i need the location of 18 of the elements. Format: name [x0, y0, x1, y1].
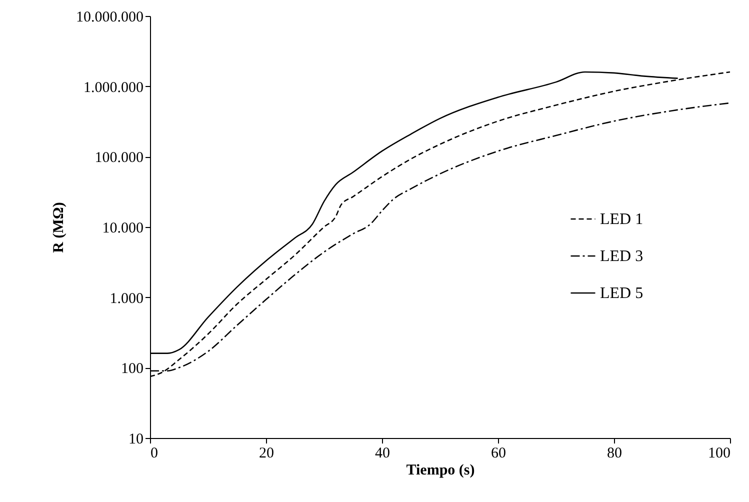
x-tick-label: 100 — [708, 446, 730, 462]
y-axis-title: R (MΩ) — [51, 202, 67, 253]
y-tick-label: 10.000 — [102, 220, 144, 236]
x-axis-title: Tiempo (s) — [406, 462, 475, 478]
y-tick-label: 10 — [128, 432, 144, 448]
x-tick-label: 0 — [150, 446, 158, 462]
legend-label: LED 5 — [600, 285, 644, 302]
x-tick-label: 80 — [607, 446, 622, 462]
legend-label: LED 1 — [600, 211, 644, 228]
x-tick-label: 60 — [491, 446, 506, 462]
y-tick-label: 1.000.000 — [84, 80, 144, 96]
y-tick-label: 1.000 — [110, 290, 144, 307]
y-tick-label: 100.000 — [94, 150, 144, 166]
y-tick-label: 100 — [121, 361, 144, 378]
x-tick-label: 20 — [259, 446, 274, 462]
x-tick-label: 40 — [375, 446, 390, 462]
legend-label: LED 3 — [600, 248, 644, 265]
y-tick-label: 10.000.000 — [76, 10, 144, 26]
